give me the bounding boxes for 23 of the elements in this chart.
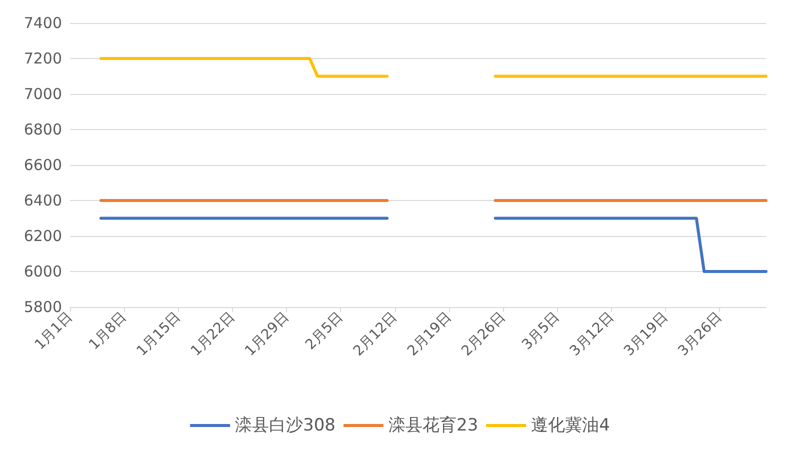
y-tick-label: 7000	[24, 85, 62, 103]
y-tick-label: 6000	[24, 262, 62, 280]
x-tick-label: 3月26日	[675, 309, 726, 360]
x-tick-label: 2月19日	[404, 309, 455, 360]
x-tick-label: 2月12日	[350, 309, 400, 360]
x-tick-label: 2月26日	[458, 309, 509, 360]
legend-label: 滦县白沙308	[235, 416, 336, 436]
x-tick-label: 3月19日	[621, 309, 672, 360]
y-tick-label: 6600	[24, 156, 62, 174]
x-tick-label: 3月5日	[519, 309, 563, 354]
x-tick-label: 3月12日	[566, 309, 617, 360]
y-tick-label: 6200	[24, 227, 62, 245]
x-tick-label: 1月15日	[134, 309, 184, 360]
legend-label: 遵化冀油4	[531, 416, 610, 436]
legend-label: 滦县花育23	[388, 416, 478, 436]
x-tick-label: 1月8日	[86, 309, 130, 354]
x-tick-label: 2月5日	[302, 309, 346, 354]
y-tick-label: 6800	[24, 120, 62, 138]
y-tick-label: 7200	[24, 50, 62, 68]
x-tick-label: 1月22日	[188, 309, 238, 360]
x-tick-label: 1月29日	[242, 309, 292, 360]
y-tick-label: 7400	[24, 14, 62, 32]
y-tick-label: 6400	[24, 192, 62, 210]
